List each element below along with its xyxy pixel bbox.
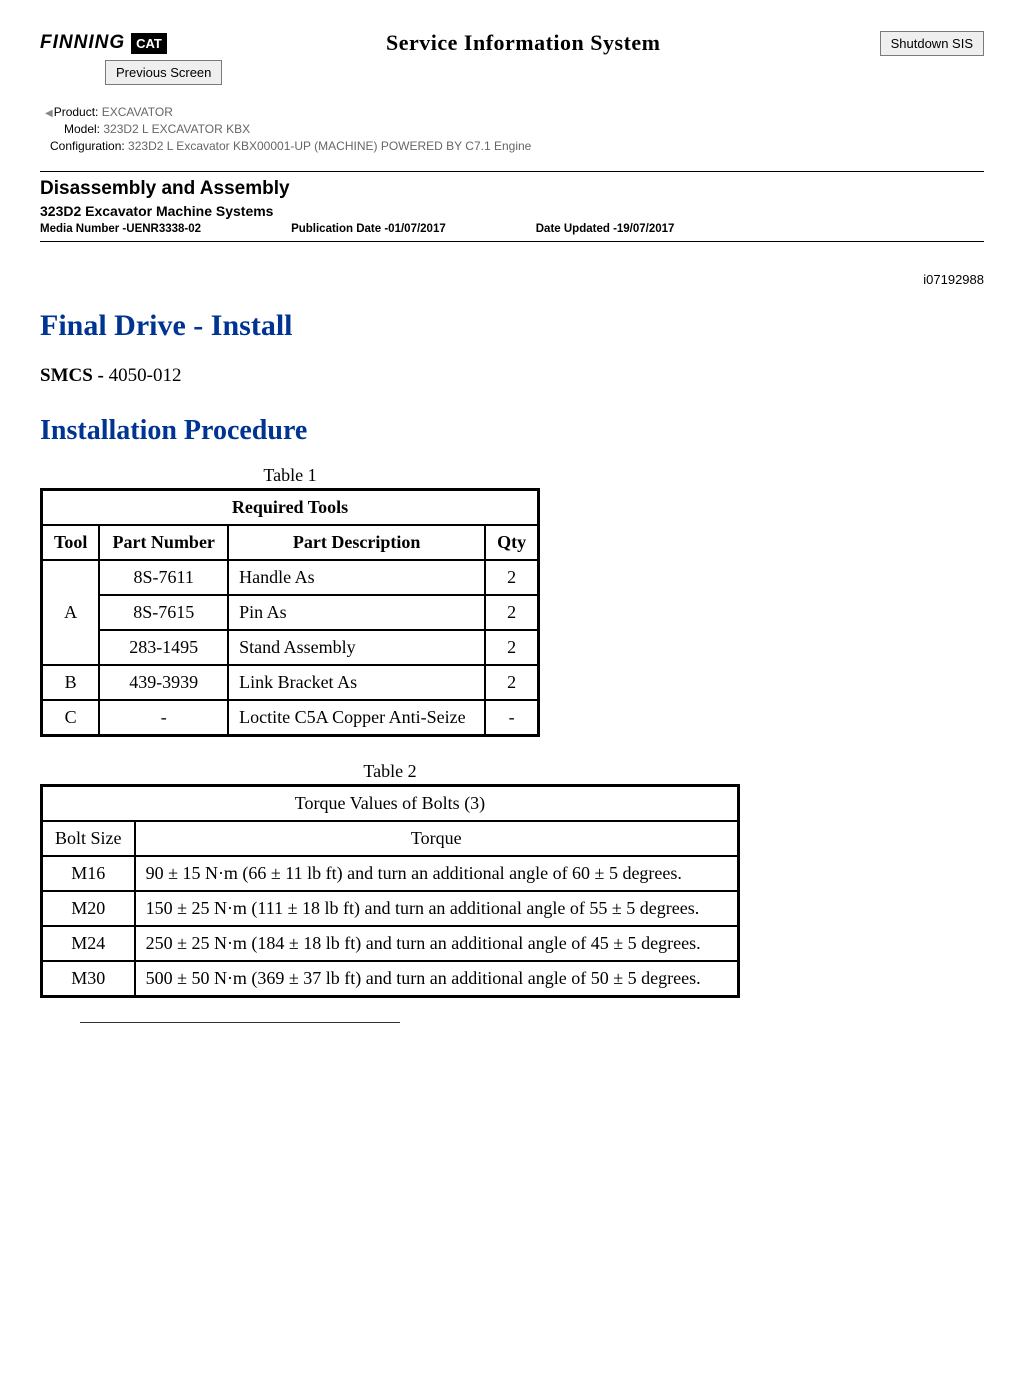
- required-tools-table: Required Tools Tool Part Number Part Des…: [40, 488, 540, 737]
- cell-qty: 2: [485, 630, 538, 665]
- cell-bolt-size: M16: [42, 856, 135, 891]
- cell-part-number: -: [99, 700, 228, 736]
- table-row: A8S-7611Handle As2: [42, 560, 539, 595]
- cell-part-number: 8S-7615: [99, 595, 228, 630]
- config-label: Configuration:: [50, 139, 125, 153]
- publication-date: Publication Date -01/07/2017: [291, 223, 446, 235]
- collapse-icon[interactable]: ◀: [45, 108, 53, 119]
- section-heading: Disassembly and Assembly: [40, 171, 984, 200]
- cell-qty: -: [485, 700, 538, 736]
- product-label: Product:: [54, 105, 99, 119]
- publication-row: Media Number -UENR3338-02 Publication Da…: [40, 223, 984, 242]
- finning-logo: FINNING: [40, 32, 125, 54]
- table-row: M24250 ± 25 N·m (184 ± 18 lb ft) and tur…: [42, 926, 739, 961]
- table-row: M20150 ± 25 N·m (111 ± 18 lb ft) and tur…: [42, 891, 739, 926]
- cell-part-description: Loctite C5A Copper Anti-Seize: [228, 700, 485, 736]
- media-number: Media Number -UENR3338-02: [40, 223, 201, 235]
- table-row: 283-1495Stand Assembly2: [42, 630, 539, 665]
- previous-screen-button[interactable]: Previous Screen: [105, 60, 222, 85]
- cell-torque: 500 ± 50 N·m (369 ± 37 lb ft) and turn a…: [135, 961, 739, 997]
- cell-bolt-size: M30: [42, 961, 135, 997]
- table-header-row: Tool Part Number Part Description Qty: [42, 525, 539, 560]
- table2-caption: Table 2: [40, 761, 740, 782]
- smcs-value: 4050-012: [104, 365, 182, 386]
- subsection-heading: 323D2 Excavator Machine Systems: [40, 203, 984, 219]
- cell-part-description: Handle As: [228, 560, 485, 595]
- model-label: Model:: [64, 122, 100, 136]
- table-row: M30500 ± 50 N·m (369 ± 37 lb ft) and tur…: [42, 961, 739, 997]
- cell-part-description: Stand Assembly: [228, 630, 485, 665]
- cell-tool: B: [42, 665, 100, 700]
- cell-qty: 2: [485, 560, 538, 595]
- table-header-row: Bolt Size Torque: [42, 821, 739, 856]
- cell-bolt-size: M24: [42, 926, 135, 961]
- cell-torque: 250 ± 25 N·m (184 ± 18 lb ft) and turn a…: [135, 926, 739, 961]
- col-torque: Torque: [135, 821, 739, 856]
- cat-badge: CAT: [131, 33, 167, 54]
- cell-part-number: 8S-7611: [99, 560, 228, 595]
- table-row: B439-3939Link Bracket As2: [42, 665, 539, 700]
- model-value: 323D2 L EXCAVATOR KBX: [100, 122, 250, 136]
- col-tool: Tool: [42, 525, 100, 560]
- procedure-heading: Installation Procedure: [40, 415, 984, 447]
- page-title: Service Information System: [167, 30, 880, 56]
- cell-qty: 2: [485, 595, 538, 630]
- cell-part-number: 439-3939: [99, 665, 228, 700]
- header: FINNING CAT Service Information System S…: [40, 30, 984, 56]
- cell-torque: 150 ± 25 N·m (111 ± 18 lb ft) and turn a…: [135, 891, 739, 926]
- col-bolt-size: Bolt Size: [42, 821, 135, 856]
- cell-part-description: Link Bracket As: [228, 665, 485, 700]
- cell-part-description: Pin As: [228, 595, 485, 630]
- date-updated: Date Updated -19/07/2017: [536, 223, 675, 235]
- brand-logo-group: FINNING CAT: [40, 32, 167, 54]
- cell-torque: 90 ± 15 N·m (66 ± 11 lb ft) and turn an …: [135, 856, 739, 891]
- torque-values-table: Torque Values of Bolts (3) Bolt Size Tor…: [40, 784, 740, 998]
- col-part-description: Part Description: [228, 525, 485, 560]
- cell-part-number: 283-1495: [99, 630, 228, 665]
- config-value: 323D2 L Excavator KBX00001-UP (MACHINE) …: [125, 139, 532, 153]
- col-qty: Qty: [485, 525, 538, 560]
- cell-bolt-size: M20: [42, 891, 135, 926]
- cell-tool: A: [42, 560, 100, 665]
- product-meta: ◀Product: EXCAVATOR Model: 323D2 L EXCAV…: [45, 105, 984, 153]
- table1-caption: Table 1: [40, 465, 540, 486]
- cell-qty: 2: [485, 665, 538, 700]
- table-row: C- Loctite C5A Copper Anti-Seize-: [42, 700, 539, 736]
- article-title: Final Drive - Install: [40, 309, 984, 343]
- table-row: M1690 ± 15 N·m (66 ± 11 lb ft) and turn …: [42, 856, 739, 891]
- table-row: 8S-7615Pin As2: [42, 595, 539, 630]
- smcs-code: SMCS - 4050-012: [40, 365, 984, 387]
- cell-tool: C: [42, 700, 100, 736]
- product-value: EXCAVATOR: [98, 105, 172, 119]
- smcs-label: SMCS -: [40, 365, 104, 386]
- table2-title: Torque Values of Bolts (3): [42, 786, 739, 822]
- footnote-rule: [80, 1022, 400, 1023]
- table1-title: Required Tools: [42, 490, 539, 526]
- col-part-number: Part Number: [99, 525, 228, 560]
- document-id: i07192988: [40, 272, 984, 287]
- shutdown-button[interactable]: Shutdown SIS: [880, 31, 984, 56]
